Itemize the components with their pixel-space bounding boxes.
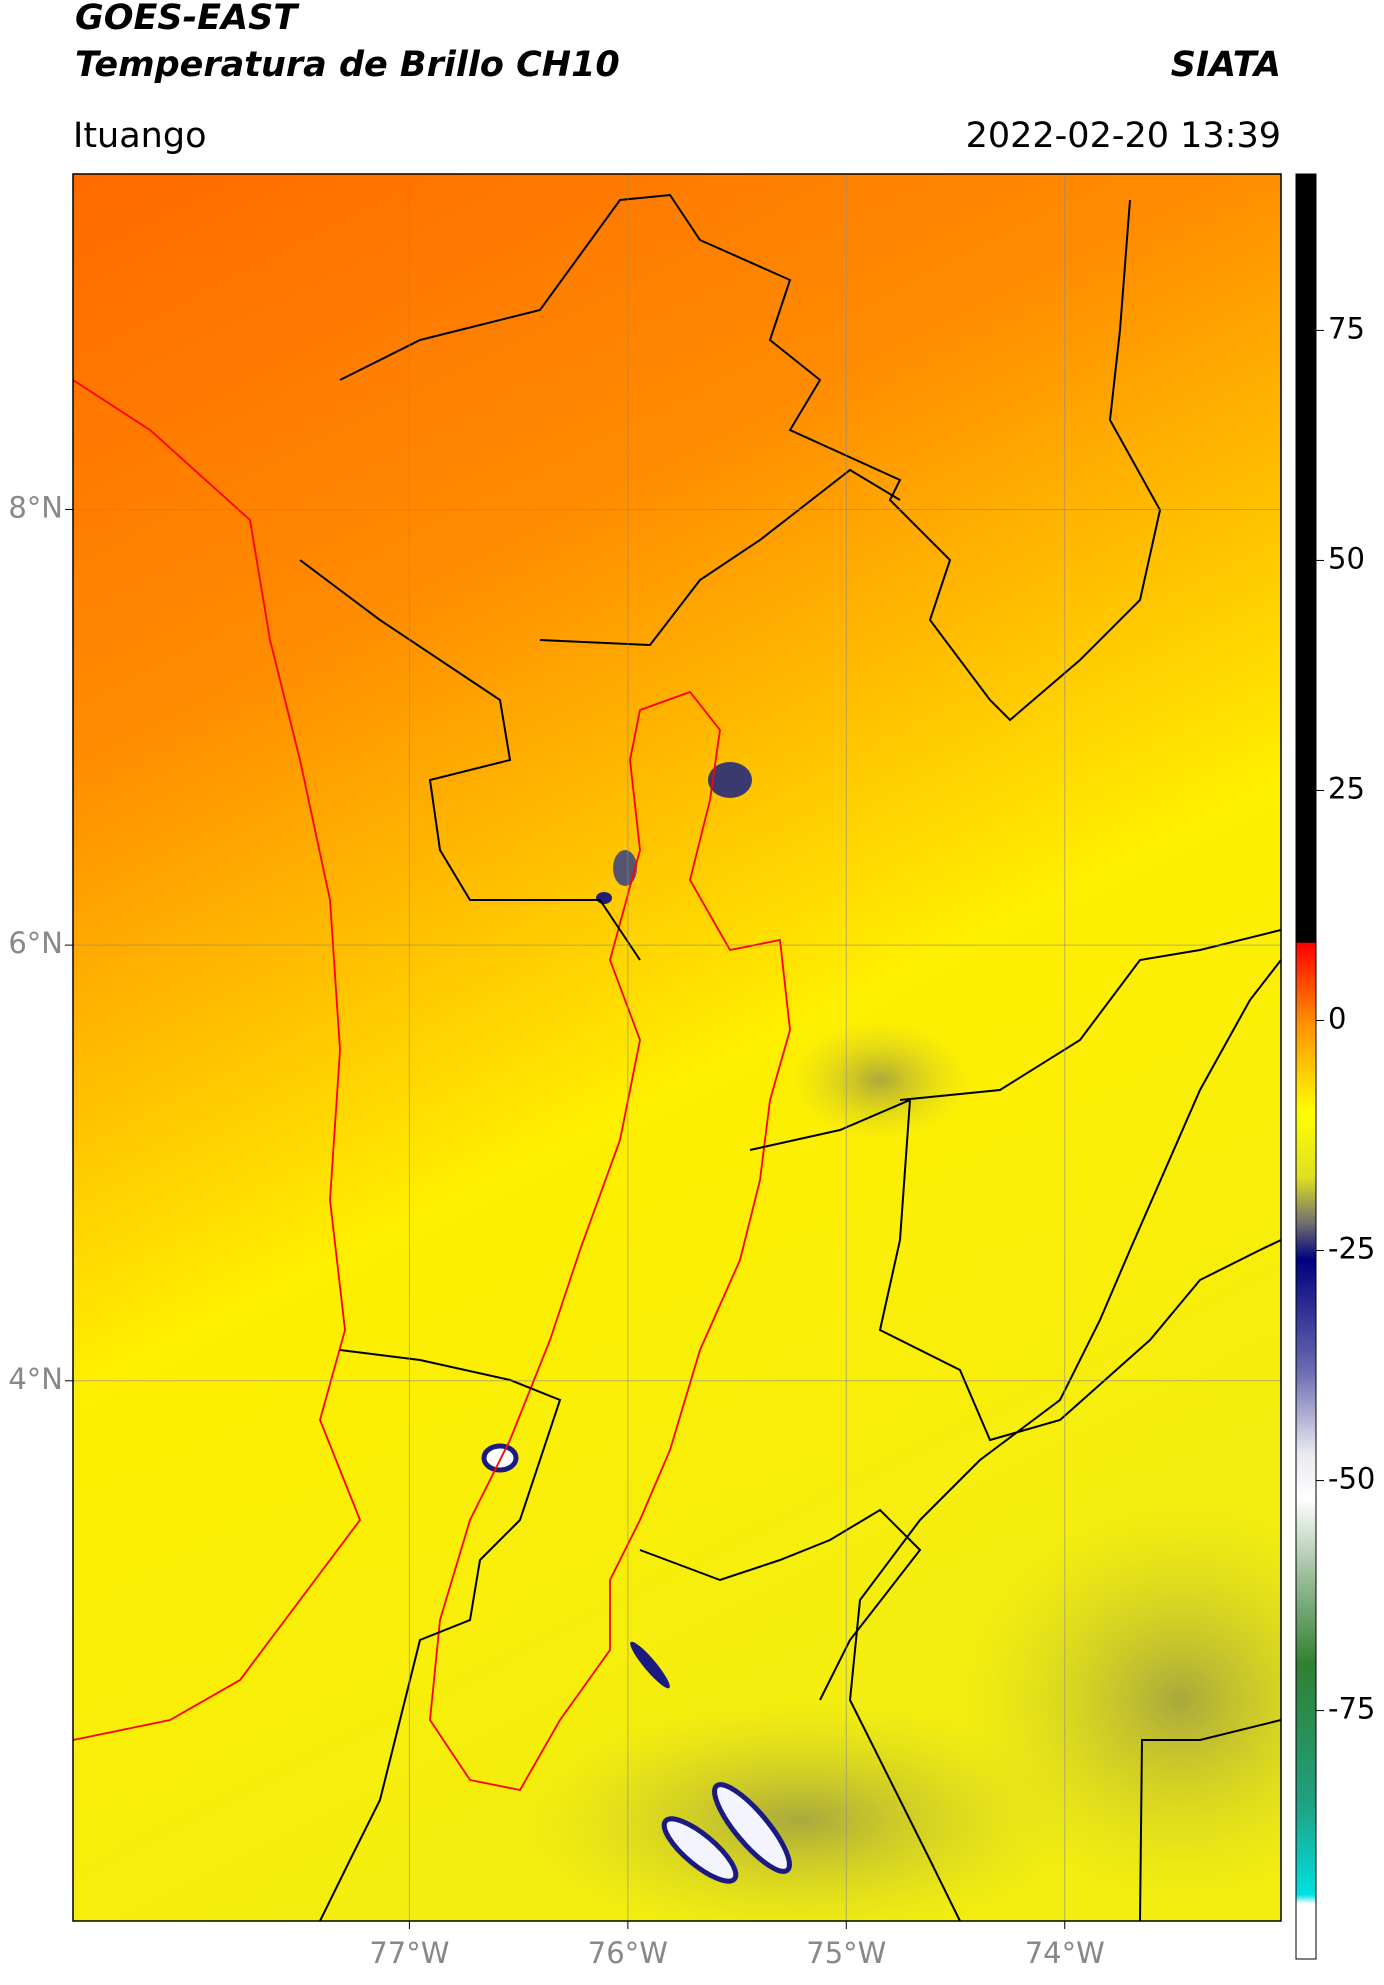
admin-border (319, 1349, 562, 1921)
admin-border (299, 559, 641, 961)
admin-border (639, 1508, 922, 1701)
subtitle: Temperatura de Brillo CH10 (75, 45, 620, 85)
x-tick-label: 75°W (806, 1936, 886, 1970)
admin-border (749, 1098, 1281, 1442)
colorbar-tick-label: 0 (1328, 1001, 1346, 1035)
colorbar (1295, 173, 1317, 1960)
datetime: 2022-02-20 13:39 (966, 116, 1281, 156)
source: SIATA (1171, 45, 1281, 85)
colorbar-tick-label: -50 (1328, 1462, 1375, 1496)
colorbar-tick-label: -75 (1328, 1692, 1375, 1726)
grid (73, 174, 1281, 1921)
title: GOES-EAST (75, 0, 300, 38)
location: Ituango (73, 116, 207, 156)
admin-border (848, 959, 1281, 1921)
coastline (73, 379, 362, 1741)
admin-border (539, 468, 901, 647)
x-tick-label: 76°W (588, 1936, 668, 1970)
cold-cloud (708, 762, 752, 798)
cloud-haze (520, 1700, 1080, 1921)
cold-cloud (630, 1641, 670, 1689)
x-tick-label: 74°W (1025, 1936, 1105, 1970)
map-image (73, 174, 1281, 1921)
cold-cloud (661, 1816, 739, 1884)
x-tick-label: 77°W (369, 1936, 449, 1970)
cold-cloud (712, 1782, 792, 1874)
colorbar-tick-label: 25 (1328, 771, 1365, 805)
admin-border (899, 929, 1281, 1101)
admin-border (1139, 1719, 1281, 1921)
y-tick-label: 8°N (8, 490, 63, 524)
y-tick-label: 4°N (8, 1362, 63, 1396)
colorbar-tick-label: 50 (1328, 541, 1365, 575)
cold-cloud (596, 892, 612, 904)
y-tick-label: 6°N (8, 926, 63, 960)
map-frame (72, 173, 1282, 1922)
cloud-haze (790, 1020, 970, 1140)
region-boundary (429, 690, 791, 1792)
cold-cloud (613, 850, 637, 886)
admin-border (339, 193, 1162, 722)
colorbar-tick-label: 75 (1328, 311, 1365, 345)
colorbar-tick-label: -25 (1328, 1232, 1375, 1266)
